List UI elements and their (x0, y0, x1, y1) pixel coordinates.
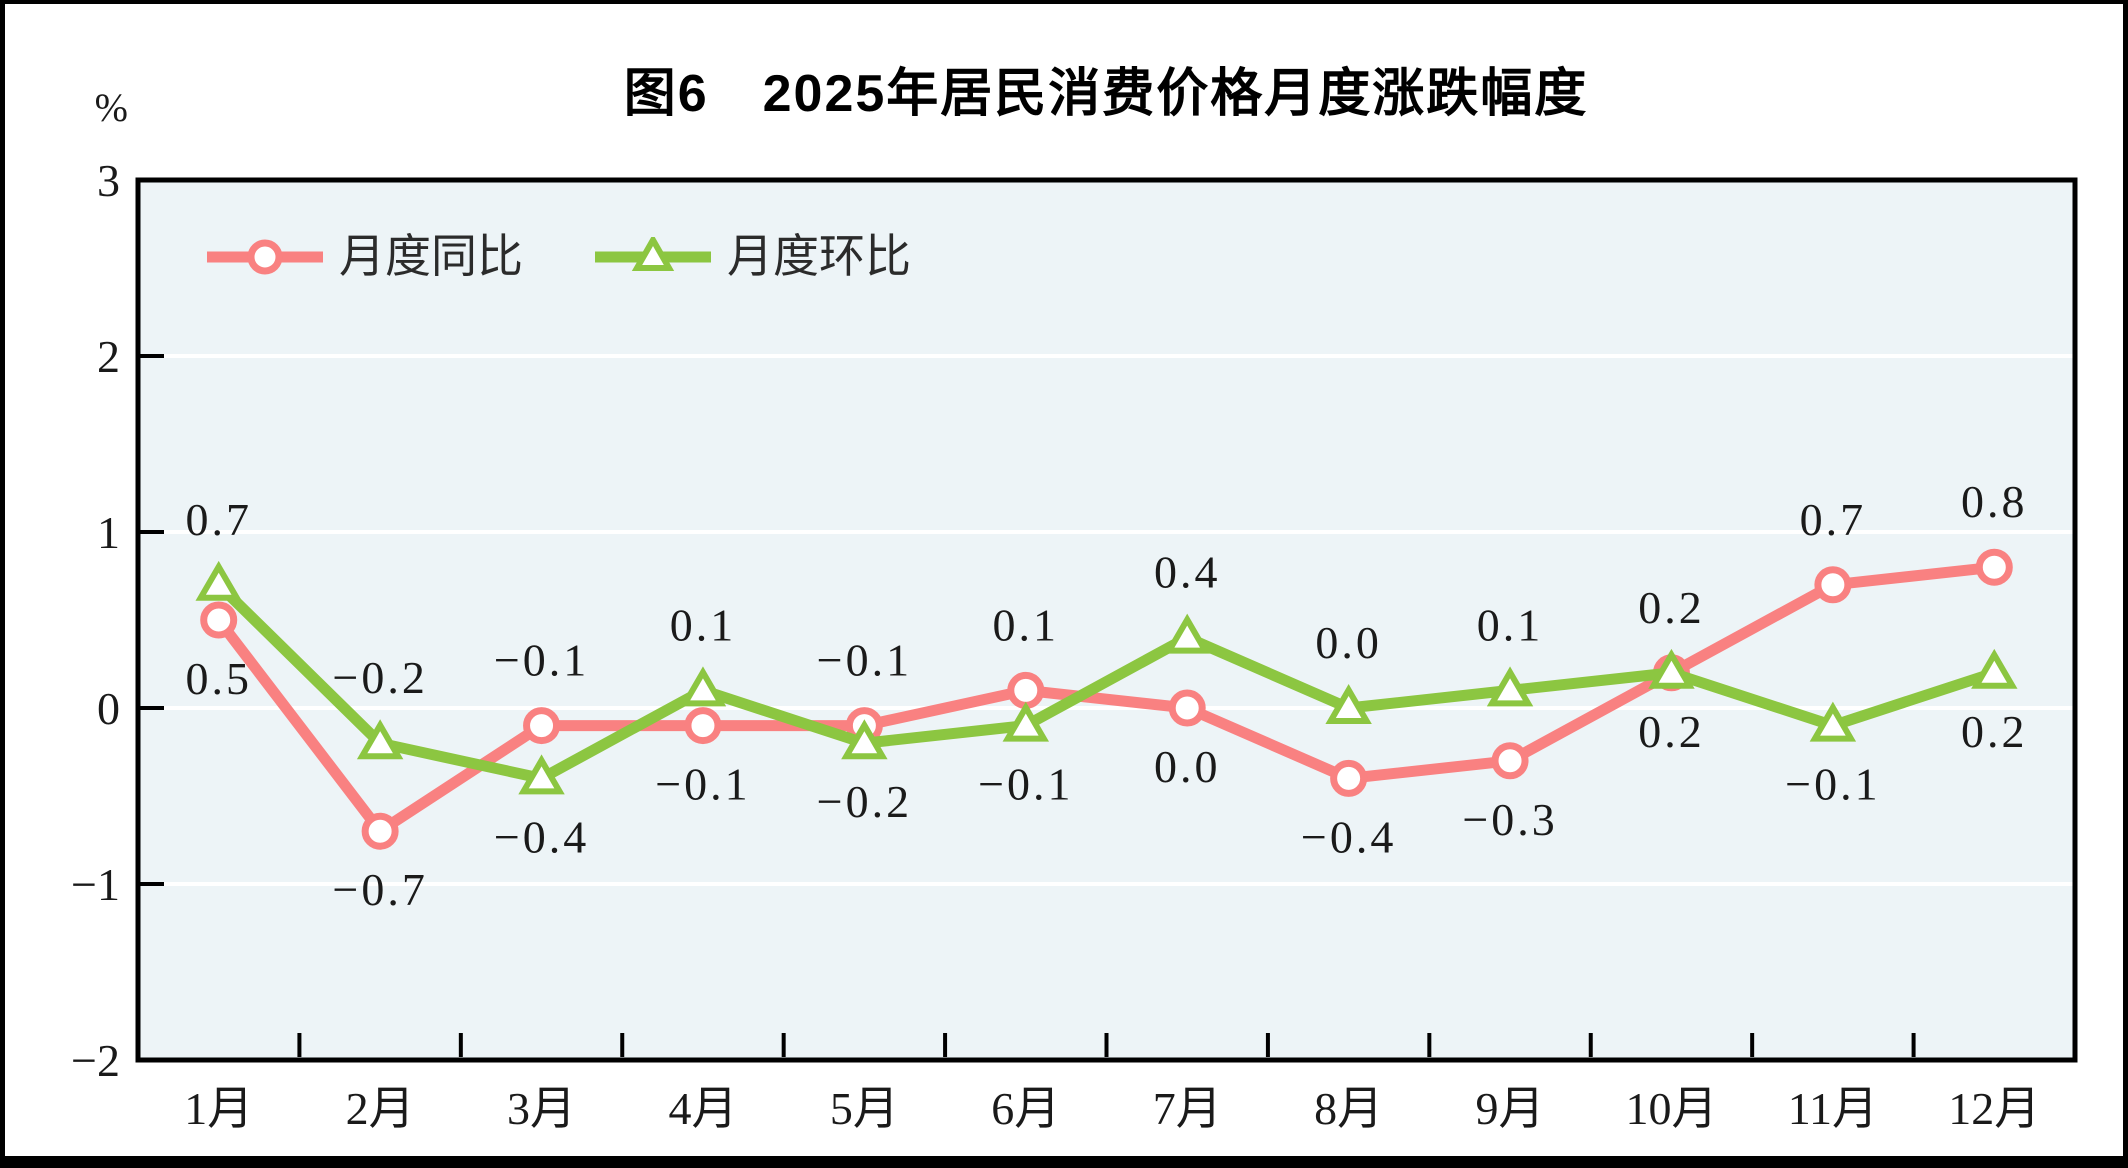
legend: 月度同比 月度环比 (205, 234, 981, 280)
x-tick-label: 1月 (184, 1083, 253, 1134)
x-tick-label: 12月 (1948, 1083, 2040, 1134)
yoy-data-label: 0.0 (1154, 741, 1221, 792)
x-tick-label: 4月 (668, 1083, 737, 1134)
mom-data-label: 0.2 (1961, 706, 2028, 757)
yoy-point-marker (523, 707, 561, 745)
yoy-point-marker (1007, 671, 1045, 709)
mom-data-label: 0.1 (670, 599, 737, 650)
y-tick-label: 2 (97, 331, 120, 382)
mom-point-marker (841, 719, 888, 760)
mom-data-label: 0.7 (185, 494, 252, 545)
chart-title: 图6 2025年居民消费价格月度涨跌幅度 (623, 64, 1589, 123)
yoy-data-label: 0.5 (185, 653, 252, 704)
yoy-legend-marker-icon (207, 239, 323, 275)
mom-point-marker (679, 666, 727, 707)
yoy-line (213, 561, 2000, 837)
x-tick-label: 9月 (1476, 1083, 1545, 1134)
mom-point-marker (356, 719, 404, 760)
yoy-point-marker (1168, 689, 1206, 727)
yoy-data-label: 0.1 (993, 599, 1060, 650)
yoy-point-marker (200, 601, 238, 639)
plot-area (138, 180, 2075, 1060)
yoy-point-marker (1491, 742, 1529, 780)
mom-point-marker (1325, 684, 1372, 724)
yoy-data-label: −0.1 (655, 759, 750, 810)
yoy-data-label: 0.2 (1638, 582, 1705, 633)
mom-data-label: 0.4 (1154, 547, 1221, 598)
y-tick-label: 0 (97, 683, 120, 734)
mom-data-label: −0.2 (332, 652, 427, 703)
mom-data-label: 0.2 (1638, 706, 1705, 757)
mom-legend-marker-icon (595, 237, 711, 271)
mom-point-marker (195, 560, 242, 601)
y-tick-label: 3 (97, 155, 120, 206)
mom-data-label: −0.4 (494, 811, 589, 862)
yoy-data-label: −0.3 (1462, 794, 1557, 845)
y-tick-label: −2 (71, 1035, 120, 1086)
y-axis-unit-label: % (94, 85, 128, 130)
plot-border (135, 177, 2078, 1063)
mom-point-marker (518, 754, 565, 795)
mom-point-marker (1809, 701, 1857, 742)
mom-data-label: −0.1 (978, 759, 1073, 810)
x-tick-label: 8月 (1314, 1083, 1383, 1134)
x-tick-label: 3月 (507, 1083, 576, 1134)
x-tick-label: 10月 (1625, 1083, 1717, 1134)
mom-line (213, 579, 2000, 784)
mom-point-marker (1971, 648, 2018, 689)
mom-point-marker (1002, 701, 1050, 742)
yoy-data-label: −0.7 (332, 864, 427, 915)
mom-data-label: 0.1 (1477, 599, 1544, 650)
yoy-point-marker (684, 707, 722, 745)
x-tick-label: 6月 (991, 1083, 1060, 1134)
y-tick-label: −1 (71, 859, 120, 910)
legend-label-mom: 月度环比 (727, 231, 911, 282)
x-tick-label: 2月 (346, 1083, 415, 1134)
yoy-data-label: −0.4 (1301, 811, 1396, 862)
mom-data-label: −0.1 (1785, 759, 1880, 810)
legend-item-yoy: 月度同比 (205, 234, 523, 280)
yoy-point-marker (1814, 566, 1852, 604)
legend-item-mom: 月度环比 (593, 234, 911, 280)
mom-point-marker (1486, 666, 1534, 707)
y-tick-label: 1 (97, 507, 120, 558)
mom-data-label: −0.2 (817, 776, 912, 827)
legend-label-yoy: 月度同比 (339, 231, 523, 282)
yoy-point-marker (1975, 548, 2013, 586)
x-tick-label: 7月 (1153, 1083, 1222, 1134)
yoy-point-marker (361, 812, 399, 850)
mom-point-marker (1163, 613, 1211, 654)
mom-data-label: 0.0 (1315, 617, 1382, 668)
yoy-point-marker (1330, 759, 1368, 797)
yoy-data-label: −0.1 (494, 635, 589, 686)
x-tick-label: 5月 (830, 1083, 899, 1134)
mom-point-marker (1648, 648, 1695, 689)
yoy-data-label: 0.8 (1961, 476, 2028, 527)
x-tick-label: 11月 (1788, 1083, 1878, 1134)
yoy-data-label: −0.1 (817, 635, 912, 686)
yoy-data-label: 0.7 (1800, 494, 1867, 545)
